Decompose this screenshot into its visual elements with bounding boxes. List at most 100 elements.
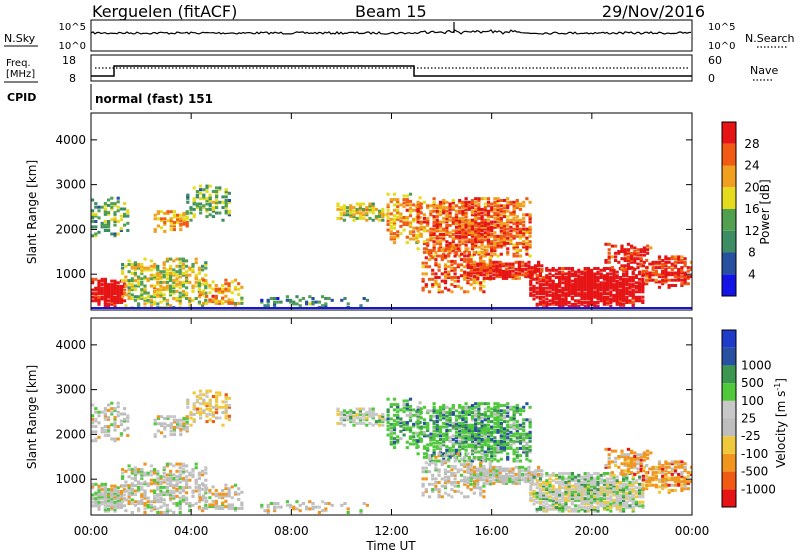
velocity-cell (545, 473, 549, 477)
velocity-cell (561, 481, 565, 484)
velocity-cell (201, 506, 206, 510)
power-cell (532, 288, 536, 292)
power-cell (273, 297, 277, 300)
velocity-cell (130, 502, 134, 505)
power-cell (477, 245, 481, 249)
power-cell (103, 229, 107, 232)
power-cell (227, 209, 231, 213)
velocity-cell (535, 486, 539, 490)
power-cell (340, 298, 344, 302)
power-cell (567, 293, 571, 297)
power-cell (480, 241, 484, 245)
power-cell (386, 219, 390, 223)
power-cell (502, 225, 507, 229)
power-cell (551, 279, 555, 283)
power-cell (501, 276, 505, 280)
velocity-cell (211, 505, 215, 509)
velocity-cell (475, 486, 480, 490)
power-cell (133, 268, 137, 272)
power-cell (140, 263, 144, 266)
power-cell (181, 280, 185, 284)
power-cell (577, 281, 581, 285)
power-cell (358, 216, 362, 220)
power-cell (631, 292, 635, 296)
velocity-cell (162, 485, 166, 489)
power-cell (137, 275, 141, 279)
velocity-cell (97, 504, 101, 508)
power-cell (215, 200, 219, 204)
velocity-cell (205, 506, 209, 510)
power-cell (631, 279, 635, 283)
power-cell (435, 236, 439, 240)
power-cell (178, 300, 182, 304)
power-cell (646, 244, 650, 248)
velocity-cell (528, 405, 532, 409)
velocity-cell (211, 411, 215, 415)
power-cell (432, 254, 436, 258)
velocity-cell (140, 475, 144, 479)
velocity-cell (224, 400, 228, 404)
power-cell (609, 293, 613, 297)
power-cell (233, 287, 238, 291)
velocity-cell (427, 463, 432, 467)
velocity-cell (116, 495, 120, 499)
power-cell (463, 254, 467, 258)
power-cell (435, 229, 439, 233)
velocity-cell (492, 471, 496, 475)
velocity-cell (545, 479, 549, 483)
power-cell (661, 280, 665, 284)
velocity-cell (490, 446, 494, 450)
power-cell (336, 207, 340, 211)
power-cell (583, 286, 587, 290)
velocity-cell (499, 430, 503, 434)
power-cell (368, 209, 372, 213)
power-cell (525, 236, 529, 240)
velocity-cell (470, 427, 475, 431)
power-cell (454, 209, 459, 213)
power-cell (426, 249, 430, 253)
velocity-cell (103, 412, 107, 416)
velocity-cell (408, 437, 413, 441)
velocity-cell (386, 408, 390, 412)
power-cell (224, 289, 228, 293)
velocity-cell (454, 418, 459, 422)
power-cell (586, 279, 590, 283)
velocity-cell (464, 454, 468, 458)
power-cell (529, 279, 533, 283)
velocity-cell (371, 409, 375, 413)
power-cell (156, 266, 160, 270)
velocity-cell (451, 441, 455, 445)
power-cell (442, 200, 446, 204)
velocity-cell (496, 459, 500, 463)
power-cell (593, 284, 597, 288)
power-cell (496, 211, 500, 215)
velocity-cell (483, 414, 487, 418)
power-cell (634, 297, 638, 301)
velocity-cell (542, 506, 546, 509)
nsky-label: N.Sky (4, 32, 36, 45)
power-cell (606, 299, 610, 303)
velocity-cell (143, 489, 147, 493)
power-cell (535, 302, 539, 306)
power-cell (508, 266, 512, 270)
power-cell (405, 203, 409, 207)
velocity-cell (470, 429, 475, 432)
velocity-cell (474, 402, 478, 406)
power-cell (204, 291, 208, 295)
power-cell (599, 286, 603, 290)
velocity-cell (172, 433, 176, 437)
power-cell (450, 268, 454, 272)
power-cell (153, 266, 157, 270)
power-cell (451, 200, 455, 204)
velocity-cell (408, 442, 413, 446)
power-cell (185, 224, 189, 228)
power-cell (486, 211, 491, 215)
power-cell (230, 291, 234, 295)
velocity-cell (194, 480, 198, 484)
power-cell (502, 227, 507, 231)
power-cell (558, 276, 562, 279)
power-cell (162, 263, 166, 266)
velocity-cell (221, 400, 225, 404)
power-cell (508, 269, 512, 273)
velocity-cell (493, 457, 497, 461)
